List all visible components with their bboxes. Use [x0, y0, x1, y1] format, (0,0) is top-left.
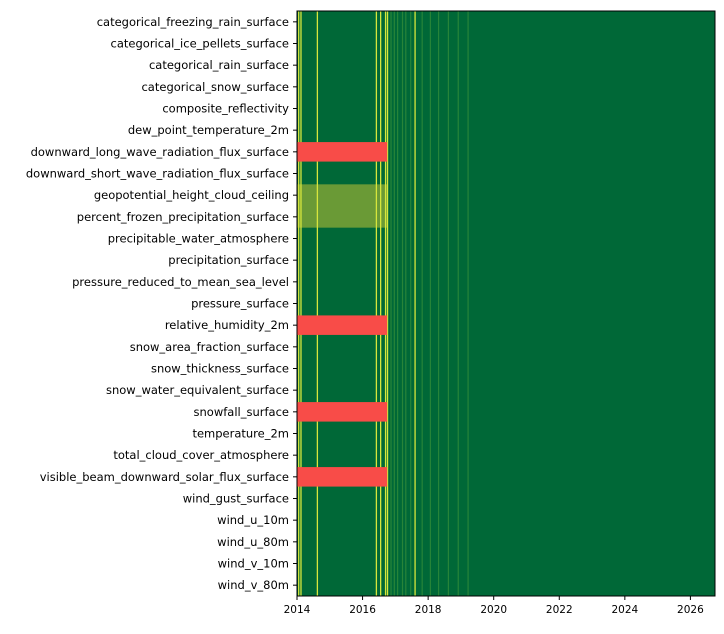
- y-tick-label: categorical_freezing_rain_surface: [97, 15, 289, 29]
- x-tick-label: 2024: [611, 604, 638, 616]
- sparse-gap-stripe-5: [410, 11, 412, 596]
- sparse-gap-stripe-1: [393, 11, 395, 596]
- y-tick-label: downward_short_wave_radiation_flux_surfa…: [26, 167, 289, 181]
- missing-block-1: [297, 315, 388, 335]
- sparse-gap-stripe-6: [421, 11, 423, 596]
- y-tick-label: categorical_rain_surface: [149, 58, 289, 72]
- y-tick-label: composite_reflectivity: [162, 102, 289, 116]
- x-tick-label: 2020: [480, 604, 507, 616]
- y-tick-label: precipitable_water_atmosphere: [108, 232, 289, 246]
- y-tick-label: wind_gust_surface: [183, 492, 289, 506]
- sparse-gap-stripe-0: [390, 11, 392, 596]
- gap-stripe-1: [300, 11, 302, 596]
- partial-block-0: [297, 184, 388, 228]
- y-tick-label: wind_u_80m: [217, 535, 289, 549]
- y-tick-label: percent_frozen_precipitation_surface: [77, 210, 289, 224]
- y-tick-label: visible_beam_downward_solar_flux_surface: [40, 470, 289, 484]
- sparse-gap-stripe-3: [401, 11, 404, 596]
- y-tick-label: total_cloud_cover_atmosphere: [113, 448, 289, 462]
- x-tick-label: 2016: [349, 604, 376, 616]
- y-tick-label: downward_long_wave_radiation_flux_surfac…: [31, 145, 289, 159]
- y-tick-label: wind_u_10m: [217, 513, 289, 527]
- y-tick-label: categorical_ice_pellets_surface: [111, 37, 289, 51]
- gap-stripe-4: [380, 11, 382, 596]
- y-tick-label: snow_area_fraction_surface: [130, 340, 289, 354]
- y-tick-label: relative_humidity_2m: [165, 318, 289, 332]
- sparse-gap-stripe-11: [467, 11, 469, 596]
- y-tick-label: categorical_snow_surface: [141, 80, 289, 94]
- gap-stripe-2: [316, 11, 319, 596]
- sparse-gap-stripe-10: [457, 11, 459, 596]
- y-tick-label: precipitation_surface: [168, 253, 289, 267]
- y-tick-label: pressure_surface: [191, 297, 289, 311]
- missing-block-0: [297, 142, 388, 162]
- y-tick-label: snow_thickness_surface: [151, 362, 289, 376]
- gap-stripe-5: [384, 11, 387, 596]
- x-tick-label: 2022: [546, 604, 573, 616]
- y-tick-label: snow_water_equivalent_surface: [106, 383, 289, 397]
- plot-frame: [296, 10, 716, 597]
- available-background: [297, 11, 715, 596]
- gap-stripe-3: [375, 11, 378, 596]
- x-tick-label: 2018: [415, 604, 442, 616]
- plot-area: [297, 11, 715, 596]
- missing-block-2: [297, 402, 388, 422]
- y-axis: categorical_freezing_rain_surfacecategor…: [26, 15, 297, 592]
- y-tick-label: wind_v_80m: [218, 578, 289, 592]
- y-tick-label: snowfall_surface: [194, 405, 289, 419]
- sparse-gap-stripe-7: [429, 11, 431, 596]
- gap-stripe-6: [386, 11, 389, 596]
- sparse-gap-stripe-4: [405, 11, 407, 596]
- y-tick-label: geopotential_height_cloud_ceiling: [94, 188, 289, 202]
- y-tick-label: dew_point_temperature_2m: [128, 123, 289, 137]
- y-tick-label: pressure_reduced_to_mean_sea_level: [72, 275, 289, 289]
- sparse-gap-stripe-2: [396, 11, 399, 596]
- x-tick-label: 2026: [677, 604, 704, 616]
- y-tick-label: wind_v_10m: [218, 557, 289, 571]
- sparse-gap-stripe-9: [447, 11, 450, 596]
- x-tick-label: 2014: [284, 604, 311, 616]
- x-axis: 2014 2016 2018 2020 2022 2024 2026: [284, 596, 704, 616]
- gap-stripe-7: [414, 11, 416, 596]
- gap-stripe-0: [298, 11, 300, 596]
- missing-block-3: [297, 467, 388, 487]
- sparse-gap-stripe-8: [437, 11, 440, 596]
- y-tick-label: temperature_2m: [192, 427, 289, 441]
